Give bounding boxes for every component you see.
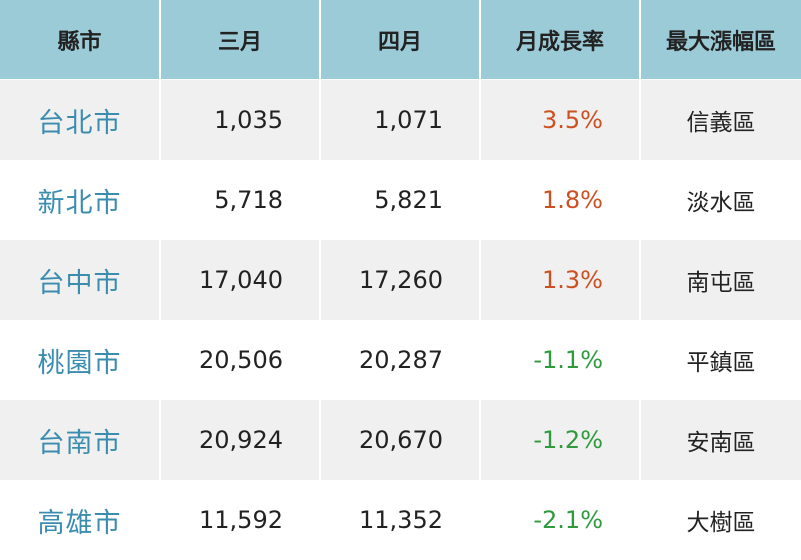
table-row: 台南市 20,924 20,670 -1.2% 安南區 (0, 400, 801, 480)
city-cell: 高雄市 (37, 507, 122, 539)
value-cell: 20,287 (319, 320, 480, 400)
table-row: 桃園市 20,506 20,287 -1.1% 平鎮區 (0, 320, 801, 400)
header-cell: 三月 (159, 0, 320, 80)
city-cell: 台中市 (0, 240, 160, 320)
area-cell: 安南區 (639, 400, 801, 480)
city-cell: 桃園市 (37, 347, 122, 379)
header-cell: 縣市 (0, 0, 160, 80)
value-cell: 11,592 (159, 480, 320, 560)
city-cell: 台南市 (0, 400, 160, 480)
value-cell: -1.1% (479, 320, 640, 400)
value-cell: 1.8% (479, 160, 640, 240)
header-row: 縣市 三月 四月 月成長率 最大漲幅區 (0, 0, 801, 80)
value-cell: 20,924 (159, 400, 320, 480)
header-cell: 最大漲幅區 (639, 0, 801, 80)
area-cell: 平鎮區 (639, 320, 801, 400)
area-cell: 大樹區 (639, 480, 801, 560)
value-cell: -2.1% (479, 480, 640, 560)
table-row: 台北市 1,035 1,071 3.5% 信義區 (0, 79, 801, 160)
value-cell: -1.2% (479, 400, 640, 480)
header-cell: 月成長率 (479, 0, 640, 80)
table-row: 台中市 17,040 17,260 1.3% 南屯區 (0, 240, 801, 320)
header-cell: 四月 (319, 0, 480, 80)
value-cell: 17,040 (159, 240, 320, 320)
value-cell: 5,718 (159, 160, 320, 240)
value-cell: 1.3% (479, 240, 640, 320)
value-cell: 1,035 (159, 79, 320, 160)
area-cell: 信義區 (639, 79, 801, 160)
city-cell: 新北市 (37, 187, 122, 219)
value-cell: 3.5% (479, 79, 640, 160)
value-cell: 20,506 (159, 320, 320, 400)
area-cell: 淡水區 (639, 160, 801, 240)
value-cell: 1,071 (319, 79, 480, 160)
area-cell: 南屯區 (639, 240, 801, 320)
table-row: 高雄市 11,592 11,352 -2.1% 大樹區 (0, 480, 801, 560)
value-cell: 5,821 (319, 160, 480, 240)
city-cell: 台北市 (0, 79, 160, 160)
value-cell: 17,260 (319, 240, 480, 320)
table-row: 新北市 5,718 5,821 1.8% 淡水區 (0, 160, 801, 240)
value-cell: 11,352 (319, 480, 480, 560)
value-cell: 20,670 (319, 400, 480, 480)
